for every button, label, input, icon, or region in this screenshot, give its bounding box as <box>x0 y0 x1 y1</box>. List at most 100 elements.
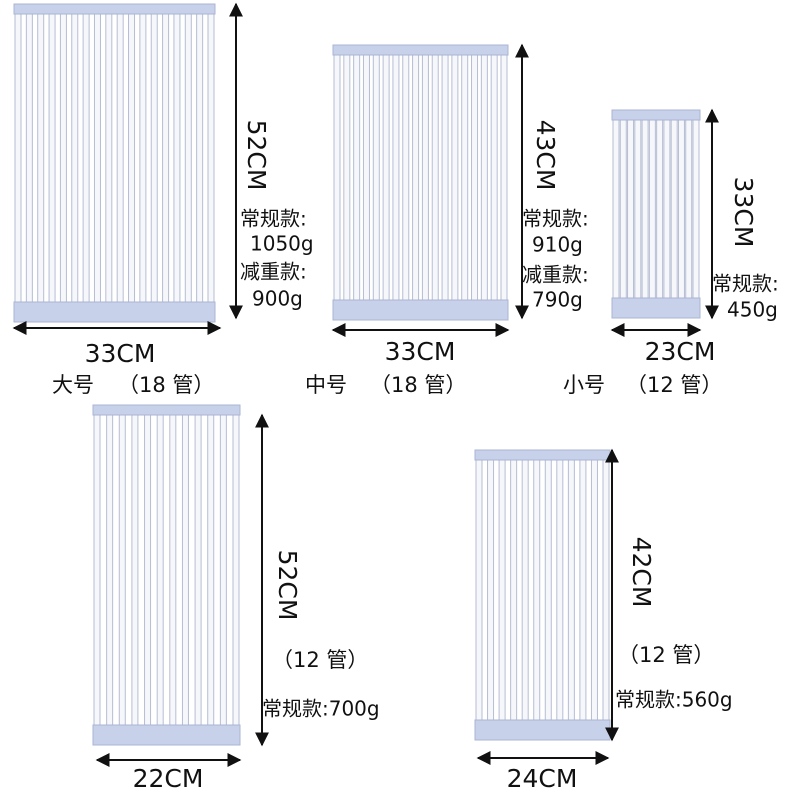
tube-count: （18 管） <box>370 373 466 397</box>
tube <box>521 455 529 735</box>
size-name: 小号 <box>563 373 605 397</box>
tube <box>150 9 158 317</box>
tube <box>402 50 410 315</box>
tube <box>670 115 678 313</box>
tube <box>421 50 429 315</box>
weight-label: 减重款: <box>240 260 307 284</box>
height-label: 52CM <box>273 550 302 621</box>
racks <box>12 2 719 767</box>
weight-value: 900g <box>252 287 303 311</box>
tube <box>131 410 139 740</box>
tube <box>372 50 380 315</box>
tube <box>139 9 147 317</box>
height-label: 33CM <box>729 177 758 248</box>
tube <box>194 410 202 740</box>
end-bar <box>611 297 701 319</box>
tube <box>634 115 642 313</box>
height-label: 43CM <box>531 120 560 191</box>
tube <box>619 115 627 313</box>
width-label: 33CM <box>85 339 156 368</box>
end-bar <box>13 301 216 323</box>
tube <box>207 410 215 740</box>
width-label: 23CM <box>645 337 716 366</box>
tube <box>333 50 341 315</box>
tube <box>544 455 552 735</box>
tube <box>451 50 459 315</box>
tube <box>14 9 22 317</box>
weight-value: 790g <box>532 288 583 312</box>
end-bar <box>474 719 611 741</box>
tube <box>602 455 610 735</box>
tube <box>556 455 564 735</box>
tube <box>471 50 479 315</box>
tube-count: （18 管） <box>118 373 214 397</box>
tube <box>48 9 56 317</box>
tube <box>144 410 152 740</box>
tube <box>648 115 656 313</box>
tube <box>441 50 449 315</box>
tube <box>627 115 635 313</box>
tube <box>184 9 192 317</box>
size-name: 中号 <box>305 373 347 397</box>
width-label: 22CM <box>133 764 204 793</box>
tube <box>412 50 420 315</box>
tube <box>500 50 508 315</box>
tube <box>82 9 90 317</box>
tube <box>590 455 598 735</box>
end-bar <box>332 299 509 321</box>
tube <box>196 9 204 317</box>
weight-label: 常规款: <box>712 272 779 296</box>
tube <box>173 9 181 317</box>
weight-label: 常规款:560g <box>615 688 733 712</box>
tube <box>579 455 587 735</box>
end-bar <box>611 109 701 121</box>
tube <box>475 455 483 735</box>
tube <box>118 410 126 740</box>
tube-count: （12 管） <box>618 643 714 667</box>
tube <box>510 455 518 735</box>
tube <box>219 410 227 740</box>
tube <box>207 9 215 317</box>
tube <box>93 410 101 740</box>
tube <box>162 9 170 317</box>
tube <box>25 9 33 317</box>
tube <box>612 115 620 313</box>
tube <box>685 115 693 313</box>
tube <box>692 115 700 313</box>
tube <box>353 50 361 315</box>
tube <box>487 455 495 735</box>
width-label: 33CM <box>385 337 456 366</box>
weight-value: 1050g <box>250 232 314 256</box>
end-bar <box>92 724 241 746</box>
height-label: 52CM <box>242 120 271 191</box>
tube <box>533 455 541 735</box>
tube <box>106 410 114 740</box>
tube-count: （12 管） <box>272 648 368 672</box>
end-bar <box>332 44 509 56</box>
tube <box>116 9 124 317</box>
weight-label: 常规款: <box>240 207 307 231</box>
tube <box>343 50 351 315</box>
tube <box>71 9 79 317</box>
tube <box>567 455 575 735</box>
tube <box>59 9 67 317</box>
tube <box>431 50 439 315</box>
weight-value: 450g <box>727 298 778 322</box>
height-label: 42CM <box>627 537 656 608</box>
tube <box>382 50 390 315</box>
tube <box>232 410 240 740</box>
tube <box>461 50 469 315</box>
tube <box>498 455 506 735</box>
tube <box>93 9 101 317</box>
tube-count: （12 管） <box>626 373 722 397</box>
tube <box>490 50 498 315</box>
weight-label: 常规款: <box>522 207 589 231</box>
tube <box>480 50 488 315</box>
end-bar <box>92 404 241 416</box>
tube <box>677 115 685 313</box>
tube <box>641 115 649 313</box>
end-bar <box>13 3 216 15</box>
size-name: 大号 <box>52 373 94 397</box>
tube <box>37 9 45 317</box>
